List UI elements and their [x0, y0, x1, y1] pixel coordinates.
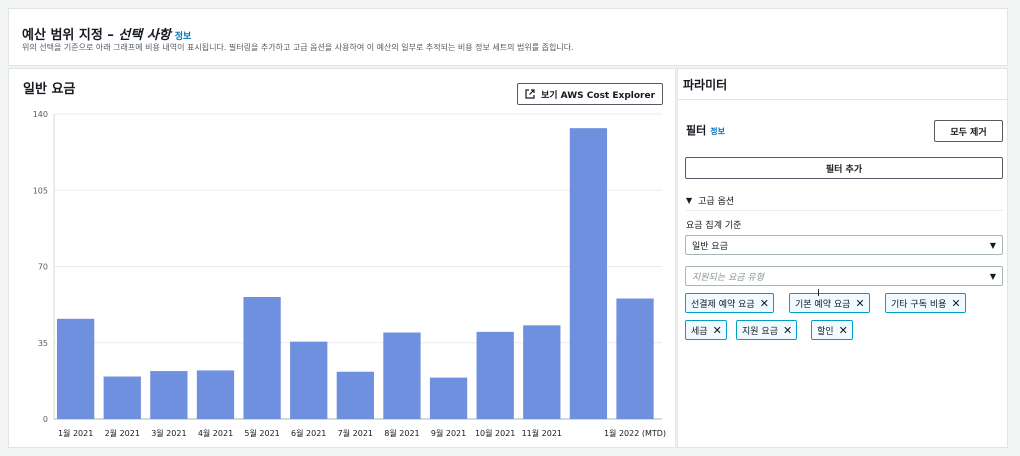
token-other-subscription: 기타 구독 비용 ✕ — [885, 293, 966, 313]
token-label: 기본 예약 요금 — [795, 299, 851, 310]
aggregate-by-select[interactable]: 일반 요금 ▼ — [685, 235, 1003, 255]
remove-token-icon[interactable]: ✕ — [782, 323, 793, 337]
remove-token-icon[interactable]: ✕ — [855, 296, 865, 310]
title-text: 예산 범위 지정 – — [22, 28, 119, 43]
x-tick-label: 1월 2022 (MTD) — [604, 428, 666, 438]
cost-bar-chart: 0 35 70 105 140 1월 2021 2월 2021 3월 2021 4월 2021 5… — [33, 110, 666, 438]
y-tick-label: 140 — [33, 110, 48, 119]
token-upfront-reservation: 선결제 예약 요금 ✕ — [685, 293, 774, 313]
bar[interactable] — [476, 331, 514, 419]
token-discount: 할인 ✕ — [811, 320, 853, 340]
caret-down-icon: ▼ — [686, 196, 693, 205]
add-filter-button[interactable]: 필터 추가 — [685, 157, 1003, 179]
view-cost-explorer-label: 보기 AWS Cost Explorer — [540, 90, 656, 101]
header-description: 위의 선택을 기준으로 아래 그래프에 비용 내역이 표시됩니다. 필터링을 추… — [22, 43, 574, 52]
token-label: 할인 — [817, 326, 834, 337]
advanced-divider — [686, 210, 1003, 211]
token-support: 지원 요금 ✕ — [736, 320, 798, 340]
x-tick-label: 2월 2021 — [105, 428, 140, 438]
parameters-panel: 파라미터 필터 정보 모두 제거 필터 추가 ▼ 고급 옵션 요금 집계 기준 일… — [677, 68, 1008, 448]
y-tick-label: 0 — [43, 415, 48, 424]
text-cursor-icon: Ι — [817, 288, 820, 299]
token-label: 기타 구독 비용 — [891, 299, 947, 310]
remove-token-icon[interactable]: ✕ — [838, 323, 848, 337]
token-label: 지원 요금 — [742, 326, 778, 337]
bar[interactable] — [616, 298, 654, 419]
page-title: 예산 범위 지정 – 선택 사항 정보 — [22, 24, 191, 43]
header-info-link[interactable]: 정보 — [174, 32, 192, 42]
x-tick-label: 6월 2021 — [291, 428, 326, 438]
y-tick-label: 35 — [38, 339, 48, 348]
x-tick-label: 4월 2021 — [198, 428, 233, 438]
charge-type-placeholder: 지원되는 요금 유형 — [692, 272, 764, 283]
y-tick-label: 70 — [38, 263, 48, 272]
aggregate-by-label: 요금 집계 기준 — [686, 221, 742, 231]
remove-token-icon[interactable]: ✕ — [759, 296, 769, 310]
x-tick-label: 7월 2021 — [338, 428, 373, 438]
token-recurring-reservation: 기본 예약 요금 ✕ — [789, 293, 870, 313]
bar[interactable] — [196, 370, 235, 419]
bar[interactable] — [523, 325, 561, 419]
filter-info-link[interactable]: 정보 — [710, 127, 725, 136]
bar[interactable] — [290, 341, 328, 419]
charge-type-select[interactable]: 지원되는 요금 유형 ▼ — [685, 266, 1003, 286]
chart-panel: 0 35 70 105 140 1월 2021 2월 2021 3월 2021 4월 2021 5… — [8, 68, 676, 448]
advanced-options-label: 고급 옵션 — [698, 197, 735, 207]
x-tick-label: 10월 2021 — [475, 428, 515, 438]
x-tick-label: 3월 2021 — [151, 428, 186, 438]
bar[interactable] — [569, 128, 608, 419]
budget-scope-header: 예산 범위 지정 – 선택 사항 정보 위의 선택을 기준으로 아래 그래프에 비… — [8, 8, 1008, 66]
bar[interactable] — [243, 297, 281, 419]
bar[interactable] — [336, 371, 374, 419]
x-tick-label: 1월 2021 — [58, 428, 93, 438]
remove-token-icon[interactable]: ✕ — [712, 323, 722, 337]
filter-label: 필터 정보 — [686, 122, 725, 138]
bar[interactable] — [429, 377, 468, 419]
view-cost-explorer-button[interactable]: 보기 AWS Cost Explorer — [517, 83, 663, 105]
clear-all-button[interactable]: 모두 제거 — [934, 120, 1003, 142]
token-label: 선결제 예약 요금 — [691, 299, 755, 310]
parameters-title: 파라미터 — [683, 78, 728, 92]
advanced-options-toggle[interactable]: ▼ 고급 옵션 — [686, 194, 734, 207]
x-tick-label: 8월 2021 — [384, 428, 419, 438]
remove-token-icon[interactable]: ✕ — [951, 296, 961, 310]
title-optional-text: 선택 사항 — [118, 28, 171, 43]
dropdown-arrow-icon: ▼ — [989, 241, 996, 250]
x-tick-label: 11월 2021 — [522, 428, 562, 438]
bar[interactable] — [57, 318, 95, 419]
parameters-divider — [678, 99, 1007, 100]
dropdown-arrow-icon: ▼ — [989, 272, 996, 281]
external-link-icon — [525, 89, 535, 99]
bar[interactable] — [383, 332, 421, 419]
token-label: 세금 — [691, 326, 708, 337]
bar[interactable] — [150, 371, 188, 419]
x-tick-label: 5월 2021 — [244, 428, 279, 438]
aggregate-by-value: 일반 요금 — [692, 241, 728, 252]
chart-title: 일반 요금 — [23, 82, 76, 97]
x-tick-label: 9월 2021 — [431, 428, 466, 438]
bar[interactable] — [103, 376, 141, 419]
filter-label-text: 필터 — [686, 124, 707, 137]
token-tax: 세금 ✕ — [685, 320, 727, 340]
y-tick-label: 105 — [33, 186, 48, 195]
